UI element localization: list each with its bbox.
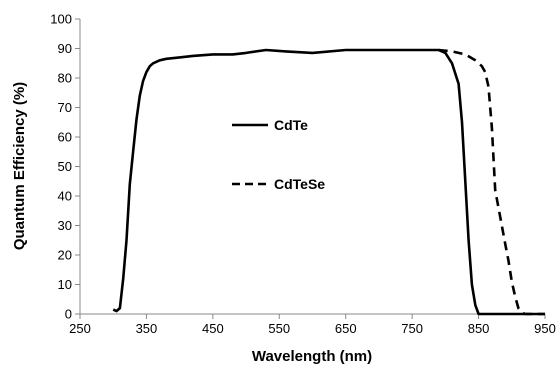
series-line-cdte [112, 48, 545, 316]
y-tick-label: 10 [58, 277, 72, 292]
y-tick-label: 50 [58, 159, 72, 174]
y-tick-label: 100 [50, 12, 72, 27]
legend-label-cdtese: CdTeSe [274, 176, 325, 192]
y-tick-label: 30 [58, 218, 72, 233]
y-tick-label: 70 [58, 100, 72, 115]
x-tick-label: 650 [335, 321, 357, 336]
x-tick-label: 550 [268, 321, 290, 336]
y-tick-label: 90 [58, 41, 72, 56]
plot-area [79, 19, 545, 315]
x-axis-ticks: 250 350 450 550 650 750 850 950 [69, 314, 556, 336]
y-tick-label: 60 [58, 130, 72, 145]
legend: CdTe CdTeSe [232, 117, 325, 192]
x-tick-label: 950 [534, 321, 556, 336]
x-tick-label: 850 [468, 321, 490, 336]
x-tick-label: 250 [69, 321, 91, 336]
series-line-cdtese [438, 48, 545, 316]
y-axis-ticks: 0 10 20 30 40 50 60 70 80 90 100 [50, 12, 80, 322]
y-tick-label: 80 [58, 71, 72, 86]
series-layer [112, 48, 545, 316]
legend-label-cdte: CdTe [274, 117, 308, 133]
y-axis-title: Quantum Efficiency (%) [11, 82, 28, 250]
y-tick-label: 0 [65, 307, 72, 322]
x-tick-label: 450 [202, 321, 224, 336]
x-tick-label: 750 [401, 321, 423, 336]
y-tick-label: 20 [58, 248, 72, 263]
x-tick-label: 350 [136, 321, 158, 336]
y-tick-label: 40 [58, 189, 72, 204]
x-axis-title: Wavelength (nm) [252, 348, 372, 365]
